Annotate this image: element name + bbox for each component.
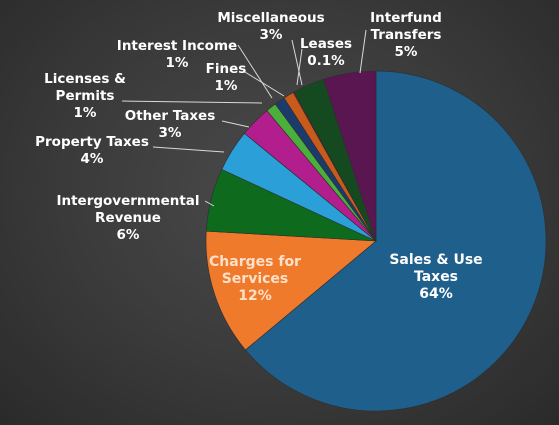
slice-name: Interfund bbox=[370, 10, 442, 26]
leader-line bbox=[359, 29, 367, 74]
leader-line bbox=[221, 120, 250, 128]
slice-name: Interest Income bbox=[117, 38, 237, 54]
slice-percent: 3% bbox=[260, 27, 283, 43]
slice-name: Fines bbox=[206, 61, 247, 77]
slice-name: Taxes bbox=[414, 269, 458, 285]
slice-name: Charges for bbox=[209, 254, 301, 270]
slice-percent: 1% bbox=[166, 55, 189, 71]
slice-name: Intergovernmental bbox=[56, 193, 199, 209]
slice-percent: 64% bbox=[419, 286, 453, 302]
slice-name: Miscellaneous bbox=[217, 10, 324, 26]
slice-name: Leases bbox=[300, 36, 352, 52]
slice-name: Services bbox=[222, 271, 289, 287]
pie-slice-charges-for-services bbox=[205, 230, 377, 351]
slice-name: Licenses & bbox=[44, 71, 126, 87]
slice-percent: 6% bbox=[117, 227, 140, 243]
leader-line bbox=[204, 200, 215, 207]
leader-line bbox=[121, 100, 263, 104]
slice-percent: 5% bbox=[395, 44, 418, 60]
slice-percent: 1% bbox=[74, 105, 97, 121]
slice-percent: 1% bbox=[215, 78, 238, 94]
leader-line bbox=[237, 44, 273, 99]
slice-percent: 0.1% bbox=[307, 53, 345, 69]
slice-name: Transfers bbox=[371, 27, 442, 43]
leader-line bbox=[152, 146, 225, 153]
slice-percent: 3% bbox=[159, 125, 182, 141]
slice-name: Permits bbox=[56, 88, 115, 104]
leader-line bbox=[244, 71, 285, 97]
slice-percent: 12% bbox=[238, 288, 272, 304]
slice-name: Sales & Use bbox=[389, 252, 482, 268]
slice-name: Property Taxes bbox=[35, 134, 149, 150]
pie-slice-sales-use-taxes bbox=[245, 70, 547, 412]
slice-percent: 4% bbox=[81, 151, 104, 167]
slice-name: Other Taxes bbox=[125, 108, 216, 124]
leader-line bbox=[291, 39, 303, 86]
pie-slice-interfund-transfers bbox=[323, 70, 377, 242]
leader-line bbox=[296, 48, 303, 86]
slice-name: Revenue bbox=[95, 210, 161, 226]
